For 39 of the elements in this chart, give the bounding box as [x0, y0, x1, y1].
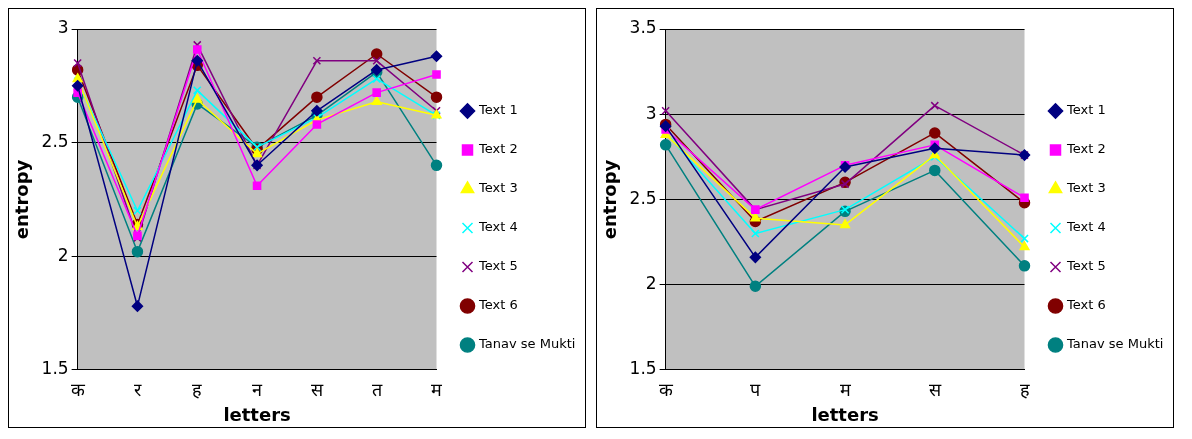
y-tick-label: 3 [57, 17, 69, 38]
y-tick-label: 2.5 [629, 187, 657, 208]
x-tick-label: क [70, 379, 86, 401]
legend-label: Text 3 [1066, 180, 1106, 196]
x-tick-label: त [371, 379, 383, 401]
legend-label: Text 3 [478, 180, 518, 196]
legend-label: Tanav se Mukti [1066, 336, 1164, 352]
legend-label: Text 1 [1066, 102, 1106, 118]
legend-label: Text 6 [1066, 297, 1106, 313]
y-tick-label: 3.5 [629, 17, 657, 38]
x-axis-title: letters [223, 403, 291, 425]
legend-label: Tanav se Mukti [478, 336, 576, 352]
y-tick-label: 2 [645, 273, 657, 294]
x-tick-label: स [928, 379, 942, 401]
legend-label: Text 4 [1066, 219, 1106, 235]
y-tick-label: 1.5 [41, 358, 69, 379]
y-tick-label: 3 [645, 102, 657, 123]
legend-label: Text 2 [1066, 141, 1106, 157]
legend-label: Text 5 [478, 258, 518, 274]
legend-label: Text 4 [478, 219, 518, 235]
x-tick-label: ह [192, 379, 203, 401]
legend-label: Text 6 [478, 297, 518, 313]
y-tick-label: 2.5 [41, 131, 69, 152]
x-tick-label: स [310, 379, 324, 401]
x-tick-label: न [252, 379, 264, 401]
y-tick-label: 2 [57, 244, 69, 265]
x-tick-label: ह [1019, 379, 1030, 401]
x-tick-label: म [839, 379, 852, 401]
legend-label: Text 1 [478, 102, 518, 118]
y-axis-title: entropy [599, 159, 621, 240]
x-tick-label: क [658, 379, 674, 401]
y-axis-title: entropy [11, 159, 33, 240]
x-tick-label: र [133, 379, 142, 401]
x-axis-title: letters [811, 403, 879, 425]
x-tick-label: म [431, 379, 443, 401]
y-tick-label: 1.5 [629, 358, 657, 379]
legend-label: Text 2 [478, 141, 518, 157]
legend-label: Text 5 [1066, 258, 1106, 274]
x-tick-label: प [750, 379, 762, 401]
